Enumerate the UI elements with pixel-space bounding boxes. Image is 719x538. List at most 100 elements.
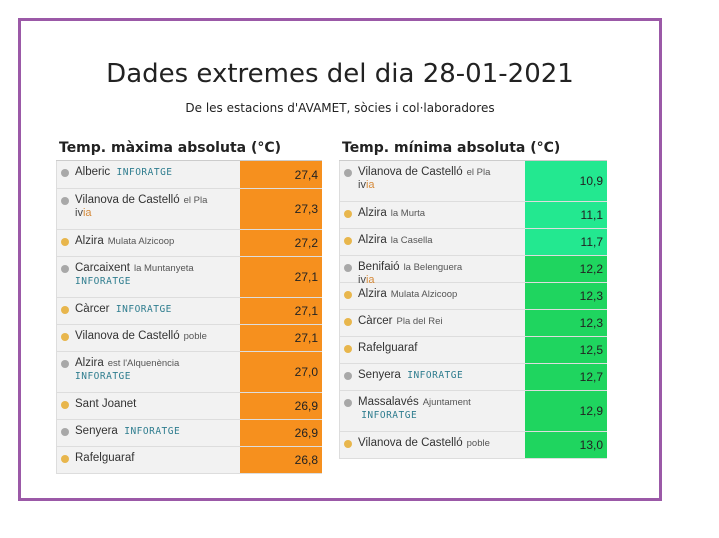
station-status-dot-icon: [61, 306, 69, 314]
table-row: Càrcer INFORATGE 27,1: [56, 298, 322, 325]
table-row: Sant Joanet 26,9: [56, 393, 322, 420]
station-name: Massalavés: [358, 396, 419, 408]
station-name: Vilanova de Castelló: [75, 194, 180, 206]
station-cell: Càrcer INFORATGE: [56, 298, 240, 324]
station-name: Alzira: [358, 207, 387, 219]
table-row: Vilanova de Castelló poble 27,1: [56, 325, 322, 352]
station-name: Vilanova de Castelló: [358, 166, 463, 178]
station-label: Senyera INFORATGE: [75, 425, 180, 438]
station-status-dot-icon: [61, 455, 69, 463]
inforatge-logo: INFORATGE: [124, 426, 181, 437]
ivia-logo: ivia: [358, 179, 375, 191]
station-status-dot-icon: [344, 399, 352, 407]
station-name: Càrcer: [358, 315, 393, 327]
station-cell: Sant Joanet: [56, 393, 240, 419]
inforatge-logo: INFORATGE: [116, 167, 173, 178]
station-status-dot-icon: [61, 333, 69, 341]
station-cell: Alberic INFORATGE: [56, 161, 240, 188]
station-label: Alberic INFORATGE: [75, 166, 173, 179]
station-location: est l'Alquenència: [107, 358, 180, 369]
table-row: Massalavés Ajuntament INFORATGE 12,9: [339, 391, 607, 432]
station-label: Carcaixent la Muntanyeta INFORATGE: [75, 262, 194, 288]
station-status-dot-icon: [61, 428, 69, 436]
station-name: Vilanova de Castelló: [75, 330, 180, 342]
station-label: Rafelguaraf: [75, 452, 134, 465]
station-cell: Alzira est l'Alquenència INFORATGE: [56, 352, 240, 392]
station-name: Senyera: [358, 369, 401, 381]
page-subtitle: De les estacions d'AVAMET, sòcies i col·…: [185, 101, 495, 115]
temperature-value: 12,3: [525, 283, 607, 309]
temperature-value: 12,5: [525, 337, 607, 363]
station-status-dot-icon: [61, 401, 69, 409]
temperature-value: 10,9: [525, 161, 607, 201]
station-name: Rafelguaraf: [358, 342, 418, 354]
table-row: Vilanova de Castelló el Pla ivia 10,9: [339, 161, 607, 202]
station-cell: Rafelguaraf: [56, 447, 240, 473]
table-row: Alzira la Murta 11,1: [339, 202, 607, 229]
temperature-value: 27,3: [240, 189, 322, 229]
temperature-value: 26,8: [240, 447, 322, 473]
station-location: Mulata Alzicoop: [107, 236, 175, 247]
station-status-dot-icon: [61, 197, 69, 205]
station-name: Càrcer: [75, 303, 110, 315]
table-row: Alzira la Casella 11,7: [339, 229, 607, 256]
station-cell: Senyera INFORATGE: [56, 420, 240, 446]
station-name: Sant Joanet: [75, 398, 137, 410]
temperature-value: 26,9: [240, 393, 322, 419]
temperature-value: 12,9: [525, 391, 607, 431]
temperature-value: 12,7: [525, 364, 607, 390]
station-cell: Vilanova de Castelló el Pla ivia: [56, 189, 240, 229]
station-status-dot-icon: [344, 237, 352, 245]
station-name: Senyera: [75, 425, 118, 437]
temperature-value: 13,0: [525, 432, 607, 458]
station-cell: Vilanova de Castelló poble: [339, 432, 525, 458]
table-row: Rafelguaraf 26,8: [56, 447, 322, 474]
station-location: poble: [466, 438, 490, 449]
station-label: Càrcer Pla del Rei: [358, 315, 442, 328]
temperature-value: 27,1: [240, 257, 322, 297]
station-cell: Senyera INFORATGE: [339, 364, 525, 390]
station-cell: Alzira la Murta: [339, 202, 525, 228]
table-row: Rafelguaraf 12,5: [339, 337, 607, 364]
temperature-value: 27,2: [240, 230, 322, 256]
station-status-dot-icon: [344, 264, 352, 272]
temperature-value: 12,2: [525, 256, 607, 282]
station-cell: Carcaixent la Muntanyeta INFORATGE: [56, 257, 240, 297]
station-status-dot-icon: [61, 360, 69, 368]
station-location: Mulata Alzicoop: [390, 289, 458, 300]
station-status-dot-icon: [344, 169, 352, 177]
ivia-logo: ivia: [75, 207, 92, 219]
table-row: Alzira Mulata Alzicoop 27,2: [56, 230, 322, 257]
station-label: Senyera INFORATGE: [358, 369, 463, 382]
station-label: Vilanova de Castelló poble: [75, 330, 207, 343]
station-name: Alberic: [75, 166, 111, 178]
station-label: Massalavés Ajuntament INFORATGE: [358, 396, 521, 422]
station-cell: Alzira Mulata Alzicoop: [339, 283, 525, 309]
station-status-dot-icon: [61, 238, 69, 246]
temperature-value: 27,0: [240, 352, 322, 392]
inforatge-logo: INFORATGE: [75, 371, 131, 382]
station-cell: Càrcer Pla del Rei: [339, 310, 525, 336]
min-table-rows: Vilanova de Castelló el Pla ivia 10,9 Alzira…: [339, 161, 607, 459]
station-cell: Rafelguaraf: [339, 337, 525, 363]
temperature-value: 27,1: [240, 325, 322, 351]
max-table-rows: Alberic INFORATGE 27,4 Vilanova de Castell…: [56, 161, 322, 474]
table-row: Alberic INFORATGE 27,4: [56, 161, 322, 189]
table-row: Alzira Mulata Alzicoop 12,3: [339, 283, 607, 310]
station-label: Benifaió la Belenguera ivia: [358, 261, 462, 287]
station-location: la Casella: [390, 235, 433, 246]
station-name: Alzira: [358, 234, 387, 246]
table-row: Senyera INFORATGE 26,9: [56, 420, 322, 447]
table-row: Senyera INFORATGE 12,7: [339, 364, 607, 391]
station-name: Alzira: [75, 357, 104, 369]
inforatge-logo: INFORATGE: [361, 410, 418, 421]
station-cell: Massalavés Ajuntament INFORATGE: [339, 391, 525, 431]
station-location: el Pla: [183, 195, 208, 206]
station-location: la Muntanyeta: [133, 263, 194, 274]
report-frame: Dades extremes del dia 28-01-2021 De les…: [18, 18, 662, 501]
station-status-dot-icon: [344, 372, 352, 380]
station-label: Alzira est l'Alquenència INFORATGE: [75, 357, 179, 383]
station-status-dot-icon: [344, 345, 352, 353]
ivia-logo: ivia: [358, 274, 375, 286]
station-cell: Vilanova de Castelló el Pla ivia: [339, 161, 525, 201]
